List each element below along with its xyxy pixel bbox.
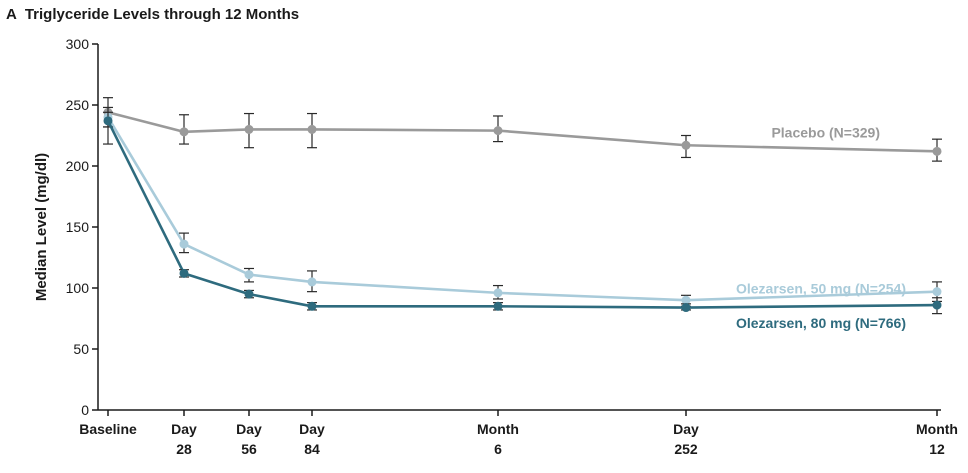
data-point-olezarsen-50mg — [932, 287, 942, 297]
series-line-olezarsen-50mg — [106, 116, 938, 302]
data-point-olezarsen-80mg — [103, 116, 113, 126]
data-point-placebo — [307, 124, 317, 134]
series-label-placebo: Placebo (N=329) — [771, 124, 880, 140]
x-tick-label: Day 252 — [673, 421, 699, 457]
data-point-placebo — [244, 124, 254, 134]
y-tick-label: 200 — [66, 158, 90, 174]
y-tick-label: 50 — [73, 341, 89, 357]
data-point-olezarsen-80mg — [932, 300, 942, 310]
panel-letter: A — [6, 6, 17, 23]
panel-title: A Triglyceride Levels through 12 Months — [6, 6, 299, 23]
x-tick-label: Day 56 — [236, 421, 262, 457]
data-point-olezarsen-50mg — [493, 288, 503, 298]
x-tick-label: Day 84 — [299, 421, 325, 457]
data-point-placebo — [932, 146, 942, 156]
series-label-olezarsen-80mg: Olezarsen, 80 mg (N=766) — [736, 315, 906, 331]
x-tick-label-line: 84 — [304, 441, 320, 457]
data-point-olezarsen-50mg — [179, 239, 189, 249]
y-tick-label: 250 — [66, 97, 90, 113]
x-tick-label-line: Day — [236, 421, 262, 437]
x-tick-label-line: Day — [673, 421, 699, 437]
x-tick-label: Baseline — [79, 421, 137, 437]
y-tick-label: 300 — [66, 36, 90, 52]
data-point-olezarsen-80mg — [307, 301, 317, 311]
data-point-placebo — [681, 140, 691, 150]
series-olezarsen-80mg — [103, 111, 942, 315]
x-tick-label-line: 28 — [176, 441, 192, 457]
x-tick-label-line: Day — [171, 421, 197, 437]
chart-title: Triglyceride Levels through 12 Months — [24, 6, 300, 23]
y-axis-title: Median Level (mg/dl) — [33, 153, 50, 301]
data-point-placebo — [493, 126, 503, 136]
x-tick-label-line: Month — [916, 421, 958, 437]
x-tick-label-line: 6 — [494, 441, 502, 457]
series-labels: Placebo (N=329) Olezarsen, 50 mg (N=254) O… — [736, 124, 906, 331]
x-tick-label-line: Month — [477, 421, 519, 437]
data-point-olezarsen-80mg — [244, 289, 254, 299]
data-point-olezarsen-80mg — [493, 301, 503, 311]
series-label-olezarsen-50mg: Olezarsen, 50 mg (N=254) — [736, 281, 906, 297]
axes: 0 50 100 150 200 250 300 Median Level (mg/dl) Ba… — [33, 36, 958, 457]
x-tick-label-line: 56 — [241, 441, 257, 457]
x-tick-label-line: 252 — [674, 441, 698, 457]
data-point-placebo — [179, 127, 189, 137]
data-point-olezarsen-50mg — [307, 277, 317, 287]
plot-area — [103, 97, 942, 315]
data-point-olezarsen-80mg — [179, 268, 189, 278]
x-tick-label: Month 12 — [916, 421, 958, 457]
data-point-olezarsen-80mg — [681, 303, 691, 313]
data-point-olezarsen-50mg — [681, 295, 691, 305]
x-tick-label: Day 28 — [171, 421, 197, 457]
x-tick-label-line: 12 — [929, 441, 945, 457]
y-tick-label: 150 — [66, 219, 90, 235]
y-tick-label: 0 — [81, 402, 89, 418]
x-tick-label-line: Baseline — [79, 421, 137, 437]
data-point-olezarsen-50mg — [244, 270, 254, 280]
x-tick-label-line: Day — [299, 421, 325, 437]
x-tick-label: Month 6 — [477, 421, 519, 457]
y-tick-label: 100 — [66, 280, 90, 296]
